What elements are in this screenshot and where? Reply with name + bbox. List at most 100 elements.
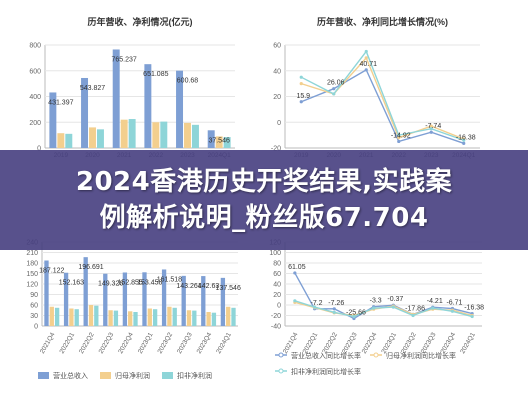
point bbox=[332, 310, 336, 314]
x-tick-label: 2022Q4 bbox=[117, 331, 135, 355]
legend-label: 营业总收入同比增长率 bbox=[291, 351, 361, 360]
data-label: -4.21 bbox=[427, 298, 443, 305]
point bbox=[293, 299, 297, 303]
y-tick-label: 80 bbox=[273, 261, 281, 268]
bar-deducted-net bbox=[94, 305, 99, 326]
x-tick-label: 2023Q2 bbox=[400, 331, 418, 355]
data-label: -7.2 bbox=[311, 300, 323, 307]
bar-revenue bbox=[83, 257, 88, 326]
x-tick-label: 2022Q3 bbox=[341, 331, 359, 355]
bar-parent-net bbox=[206, 312, 211, 326]
bar-deducted-net bbox=[231, 307, 236, 326]
bar-revenue bbox=[201, 276, 206, 326]
data-label: -16.38 bbox=[464, 305, 484, 312]
point bbox=[352, 314, 356, 319]
x-tick-label: 2024Q1 bbox=[459, 331, 477, 355]
legend-marker bbox=[278, 352, 284, 358]
y-tick-label: 0 bbox=[37, 146, 41, 153]
y-tick-label: 800 bbox=[29, 43, 41, 50]
point bbox=[364, 56, 368, 60]
bar-revenue bbox=[44, 260, 49, 326]
data-label: 40.71 bbox=[359, 61, 377, 68]
x-tick-label: 2022Q1 bbox=[58, 331, 76, 355]
bar-revenue bbox=[181, 275, 186, 326]
bar-parent-net bbox=[226, 306, 231, 326]
y-tick-label: 90 bbox=[30, 292, 38, 299]
point bbox=[397, 133, 401, 137]
x-tick-label: 2022Q3 bbox=[98, 331, 116, 355]
point bbox=[332, 307, 336, 311]
legend-label: 营业总收入 bbox=[53, 371, 88, 380]
y-tick-label: 0 bbox=[277, 303, 281, 310]
bar-revenue bbox=[220, 277, 226, 326]
point bbox=[332, 87, 336, 91]
bar-deducted-net bbox=[133, 312, 138, 326]
series-line-revenue bbox=[294, 272, 473, 320]
x-tick-label: 2022Q2 bbox=[321, 331, 339, 355]
point bbox=[299, 75, 303, 79]
y-tick-label: 120 bbox=[26, 282, 38, 289]
chart-title: 历年营收、净利情况(亿元) bbox=[88, 16, 193, 27]
headline-banner: 2024香港历史开奖结果,实践案 例解析说明_粉丝版67.704 bbox=[0, 150, 528, 250]
bar-parent-net bbox=[89, 127, 96, 148]
point bbox=[429, 127, 433, 131]
y-tick-label: 60 bbox=[273, 271, 281, 278]
y-tick-label: -20 bbox=[271, 313, 281, 320]
point bbox=[429, 124, 433, 128]
y-tick-label: 20 bbox=[273, 94, 281, 101]
legend-label: 扣非净利润 bbox=[177, 371, 212, 380]
series-line-deducted-net bbox=[294, 300, 473, 318]
bar-deducted-net bbox=[211, 312, 217, 326]
x-tick-label: 2024Q1 bbox=[215, 331, 233, 355]
point bbox=[299, 100, 303, 104]
legend-swatch bbox=[100, 372, 111, 379]
data-label: 161.518 bbox=[157, 276, 182, 283]
legend-swatch bbox=[162, 372, 173, 379]
bar-revenue bbox=[63, 272, 69, 326]
data-label: -7.74 bbox=[425, 123, 441, 130]
bar-deducted-net bbox=[152, 309, 158, 326]
bar-revenue bbox=[81, 77, 89, 148]
bar-deducted-net bbox=[172, 307, 177, 326]
bar-parent-net bbox=[49, 306, 54, 326]
data-label: -25.66 bbox=[346, 309, 366, 316]
y-tick-label: 600 bbox=[29, 68, 41, 75]
x-tick-label: 2022Q2 bbox=[78, 331, 96, 355]
bar-deducted-net bbox=[192, 310, 197, 326]
headline-line-1: 2024香港历史开奖结果,实践案 bbox=[75, 167, 453, 197]
point bbox=[462, 141, 466, 145]
bar-deducted-net bbox=[96, 129, 104, 148]
x-tick-label: 2022Q1 bbox=[302, 331, 320, 355]
bar-revenue bbox=[49, 92, 57, 148]
y-tick-label: 30 bbox=[30, 313, 38, 320]
y-tick-label: 180 bbox=[26, 261, 38, 268]
data-label: 26.06 bbox=[327, 80, 345, 87]
series-line-parent-net bbox=[301, 56, 465, 140]
data-label: 153.458 bbox=[137, 279, 162, 286]
chart-title: 历年营收、净利同比增长情况(%) bbox=[317, 16, 448, 27]
bar-parent-net bbox=[167, 306, 172, 326]
point bbox=[332, 92, 336, 96]
bar-deducted-net bbox=[223, 137, 231, 148]
x-tick-label: 2022Q4 bbox=[361, 331, 379, 355]
x-tick-label: 2023Q1 bbox=[380, 331, 398, 355]
point bbox=[462, 138, 466, 142]
bar-revenue bbox=[207, 130, 215, 148]
bar-deducted-net bbox=[160, 121, 168, 148]
bar-revenue bbox=[122, 272, 128, 326]
data-label: -7.26 bbox=[328, 300, 344, 307]
data-label: 600.68 bbox=[177, 78, 199, 85]
legend-label: 归母净利润 bbox=[115, 371, 150, 380]
y-tick-label: -20 bbox=[271, 146, 281, 153]
data-label: -14.92 bbox=[391, 132, 411, 139]
series-line-deducted-net bbox=[300, 50, 464, 141]
y-tick-label: 20 bbox=[273, 292, 281, 299]
point bbox=[391, 305, 395, 309]
x-tick-label: 2023Q4 bbox=[440, 331, 458, 355]
bar-parent-net bbox=[152, 122, 160, 148]
x-tick-label: 2023Q2 bbox=[156, 331, 174, 355]
data-label: 137.546 bbox=[216, 285, 241, 292]
data-label: 431.397 bbox=[48, 99, 73, 106]
x-tick-label: 2023Q4 bbox=[196, 331, 214, 355]
y-tick-label: 210 bbox=[26, 250, 38, 257]
